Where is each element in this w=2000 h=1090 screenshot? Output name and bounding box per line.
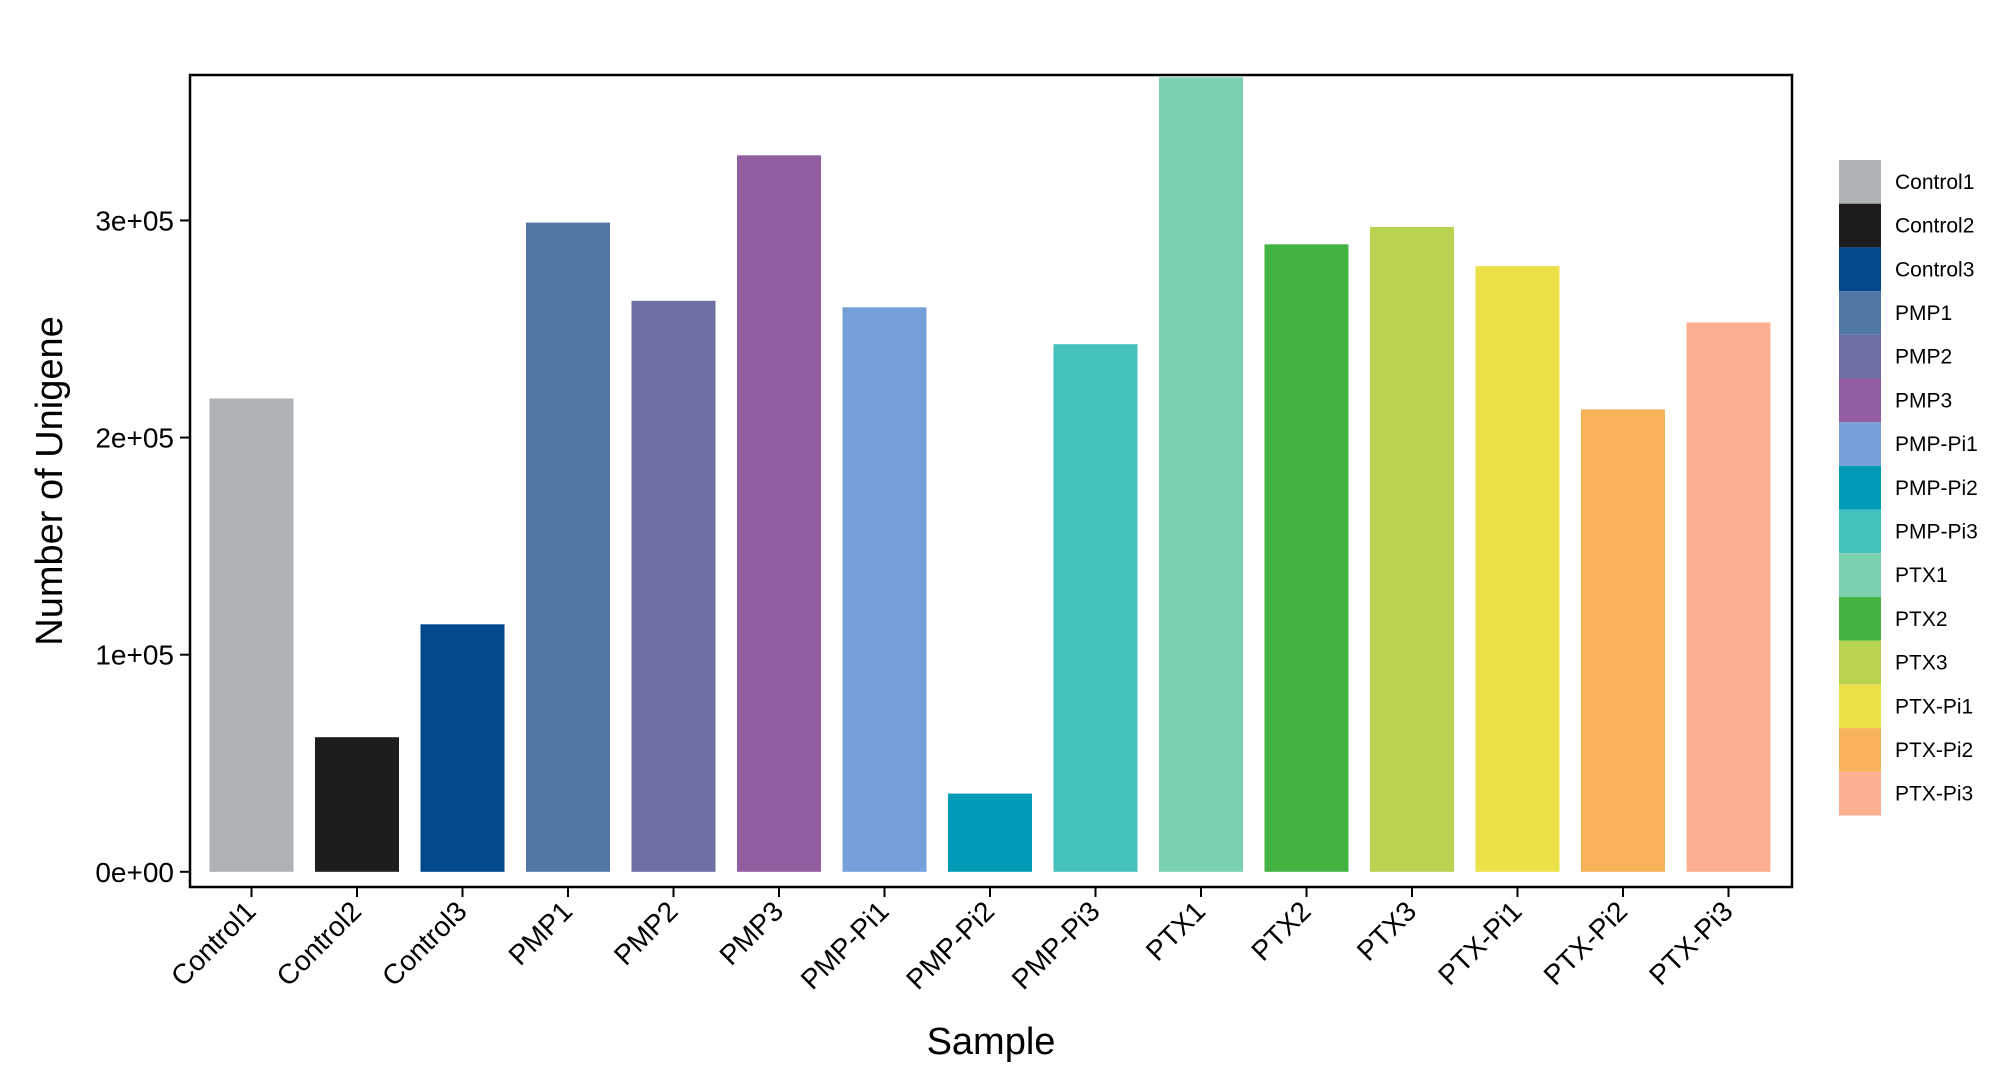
y-tick-label: 1e+05	[95, 640, 174, 671]
bar-ptx1	[1159, 77, 1243, 872]
legend-swatch-control2	[1839, 203, 1881, 248]
x-tick-label: PTX-Pi2	[1538, 895, 1634, 991]
legend-label: PMP-Pi1	[1895, 433, 1978, 456]
legend-label: PMP2	[1895, 346, 1952, 369]
x-tick-label: PTX3	[1351, 895, 1422, 966]
legend-label: PMP-Pi2	[1895, 477, 1978, 500]
x-tick-label: Control2	[270, 895, 367, 992]
legend-label: PMP3	[1895, 389, 1952, 412]
legend-swatch-pmp2	[1839, 334, 1881, 379]
legend-label: PTX-Pi2	[1895, 739, 1973, 762]
y-tick-label: 2e+05	[95, 423, 174, 454]
x-tick-label: Control3	[376, 895, 473, 992]
bar-pmp3	[737, 155, 821, 872]
legend-swatch-ptx-pi2	[1839, 728, 1881, 772]
x-tick-label: PMP3	[713, 895, 789, 971]
legend: Control1 Control2 Control3 PMP1 PMP2 PMP3 PMP-…	[1839, 160, 1978, 816]
y-axis-title: Number of Unigene	[29, 316, 71, 646]
bar-ptx-pi3	[1686, 322, 1771, 872]
bar-pmp2	[631, 300, 716, 872]
bar-control1	[209, 398, 294, 872]
legend-swatch-control3	[1839, 247, 1881, 292]
x-axis: Control1 Control2 Control3 PMP1 PMP2 PMP3 PMP-…	[165, 887, 1739, 995]
legend-label: PTX-Pi3	[1895, 783, 1973, 806]
y-axis: 0e+00 1e+05 2e+05 3e+05	[95, 205, 190, 888]
bar-pmp1	[526, 222, 610, 872]
legend-swatch-pmp-pi2	[1839, 465, 1881, 510]
legend-label: PMP-Pi3	[1895, 521, 1978, 544]
legend-label: PTX2	[1895, 608, 1948, 631]
legend-swatch-ptx3	[1839, 640, 1881, 685]
legend-swatch-pmp-pi1	[1839, 422, 1881, 466]
x-tick-label: PMP1	[502, 895, 578, 971]
legend-swatch-ptx-pi3	[1839, 771, 1881, 816]
bar-control3	[420, 624, 505, 872]
bar-pmp-pi2	[948, 793, 1032, 872]
legend-swatch-ptx-pi1	[1839, 684, 1881, 729]
x-tick-label: PTX2	[1245, 895, 1316, 966]
bar-pmp-pi3	[1053, 344, 1138, 872]
bar-ptx3	[1370, 227, 1454, 872]
legend-label: PTX3	[1895, 652, 1948, 675]
x-tick-label: PMP2	[608, 895, 684, 971]
bar-ptx2	[1264, 244, 1349, 872]
x-tick-label: PMP-Pi3	[1006, 895, 1106, 995]
x-tick-label: PMP-Pi2	[900, 895, 1000, 995]
bars-group	[209, 77, 1771, 872]
legend-label: PTX-Pi1	[1895, 695, 1973, 718]
legend-swatch-pmp3	[1839, 378, 1881, 423]
bar-control2	[315, 737, 399, 872]
x-tick-label: PTX1	[1140, 895, 1211, 966]
legend-label: PTX1	[1895, 564, 1948, 587]
x-axis-title: Sample	[927, 1021, 1056, 1063]
legend-swatch-ptx2	[1839, 597, 1881, 641]
legend-label: Control3	[1895, 258, 1974, 281]
legend-label: PMP1	[1895, 302, 1952, 325]
legend-label: Control2	[1895, 215, 1974, 238]
legend-swatch-pmp-pi3	[1839, 509, 1881, 554]
legend-label: Control1	[1895, 171, 1974, 194]
legend-swatch-ptx1	[1839, 553, 1881, 597]
bar-ptx-pi1	[1475, 266, 1560, 872]
x-tick-label: PTX-Pi1	[1432, 895, 1528, 991]
x-tick-label: Control1	[165, 895, 262, 992]
y-tick-label: 0e+00	[95, 857, 174, 888]
y-tick-label: 3e+05	[95, 205, 174, 236]
x-tick-label: PMP-Pi1	[795, 895, 895, 995]
bar-ptx-pi2	[1581, 409, 1665, 872]
x-tick-label: PTX-Pi3	[1643, 895, 1739, 991]
bar-pmp-pi1	[842, 307, 927, 872]
legend-swatch-control1	[1839, 160, 1881, 204]
legend-swatch-pmp1	[1839, 291, 1881, 335]
